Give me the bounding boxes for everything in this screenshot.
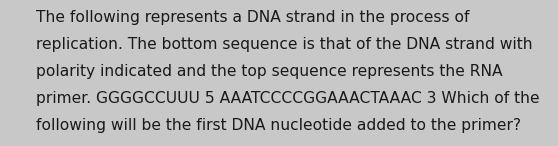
Text: The following represents a DNA strand in the process of: The following represents a DNA strand in… xyxy=(36,10,470,25)
Text: polarity indicated and the top sequence represents the RNA: polarity indicated and the top sequence … xyxy=(36,64,503,79)
Text: primer. GGGGCCUUU 5 AAATCCCCGGAAACTAAAC 3 Which of the: primer. GGGGCCUUU 5 AAATCCCCGGAAACTAAAC … xyxy=(36,91,540,106)
Text: replication. The bottom sequence is that of the DNA strand with: replication. The bottom sequence is that… xyxy=(36,37,533,52)
Text: following will be the first DNA nucleotide added to the primer?: following will be the first DNA nucleoti… xyxy=(36,118,521,133)
